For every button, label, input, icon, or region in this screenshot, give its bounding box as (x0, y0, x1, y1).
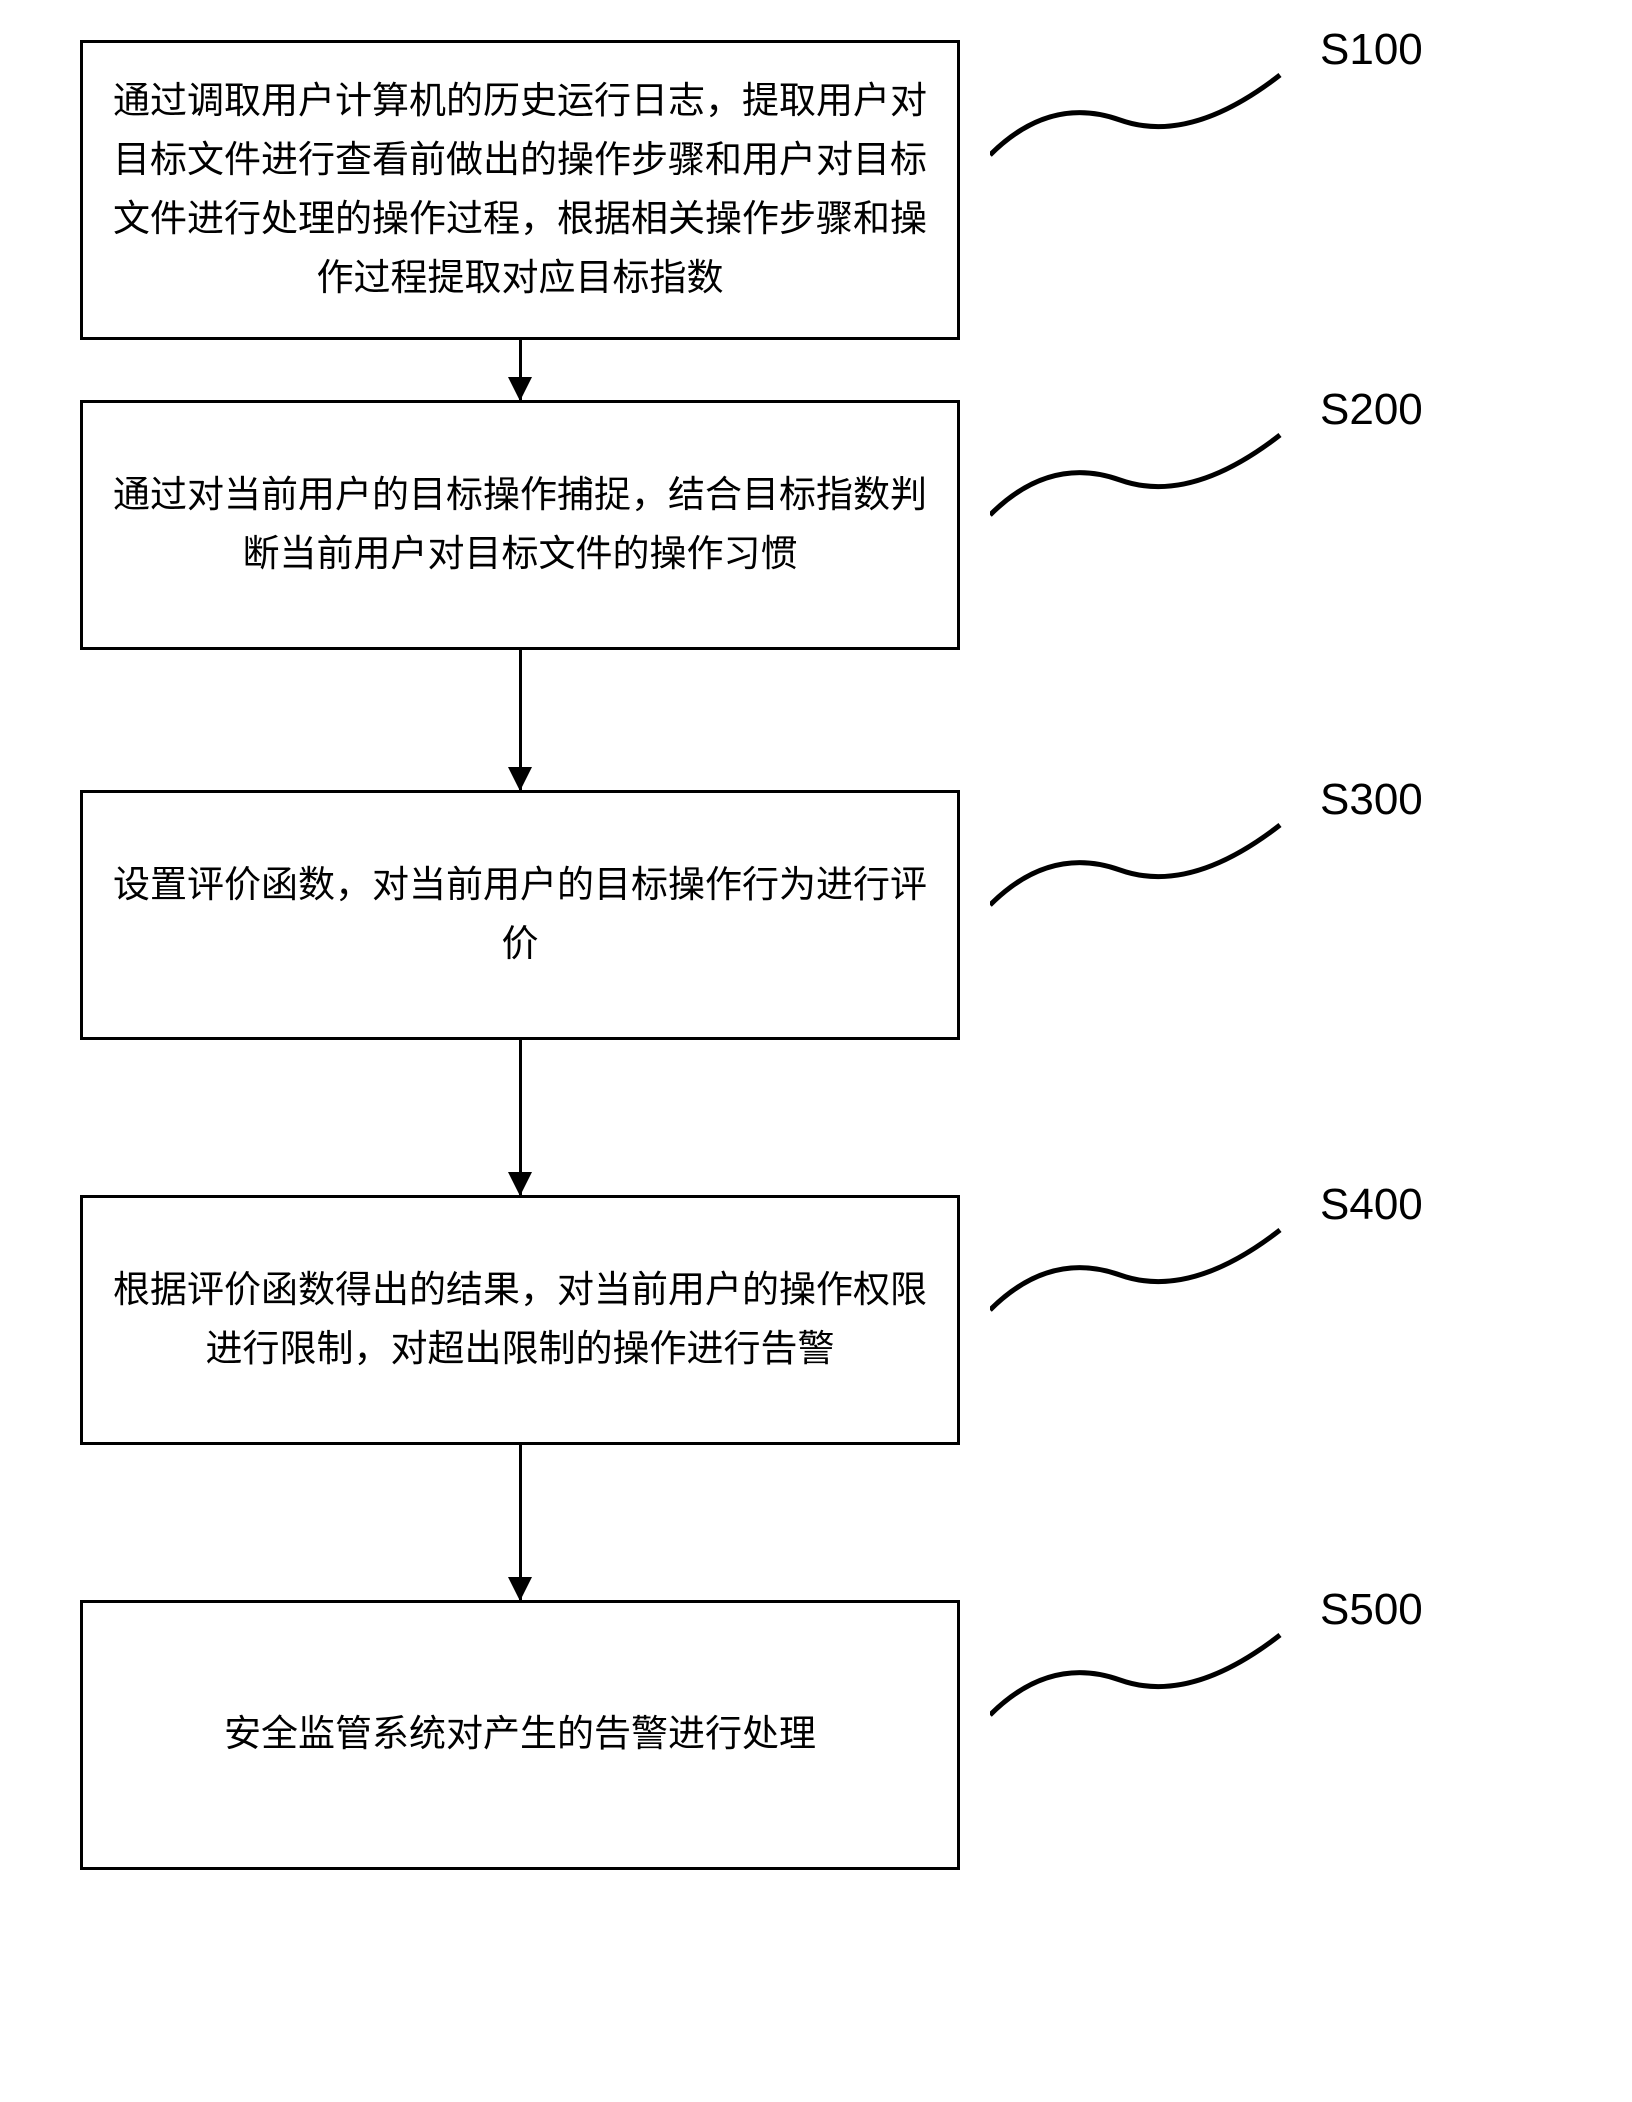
connector-wave-s200 (990, 425, 1310, 545)
flow-box-s500: 安全监管系统对产生的告警进行处理 (80, 1600, 960, 1870)
flow-box-text-s200: 通过对当前用户的目标操作捕捉，结合目标指数判断当前用户对目标文件的操作习惯 (113, 466, 927, 584)
step-label-s200: S200 (1320, 385, 1423, 435)
arrow-2 (519, 650, 522, 790)
step-label-s400: S400 (1320, 1180, 1423, 1230)
flow-box-text-s500: 安全监管系统对产生的告警进行处理 (113, 1705, 927, 1764)
flow-box-s400: 根据评价函数得出的结果，对当前用户的操作权限进行限制，对超出限制的操作进行告警 (80, 1195, 960, 1445)
connector-wave-s400 (990, 1220, 1310, 1340)
arrow-4 (519, 1445, 522, 1600)
flow-box-s100: 通过调取用户计算机的历史运行日志，提取用户对目标文件进行查看前做出的操作步骤和用… (80, 40, 960, 340)
step-row-s100: 通过调取用户计算机的历史运行日志，提取用户对目标文件进行查看前做出的操作步骤和用… (80, 40, 1290, 340)
flow-box-text-s100: 通过调取用户计算机的历史运行日志，提取用户对目标文件进行查看前做出的操作步骤和用… (113, 72, 927, 309)
arrow-container-4 (80, 1445, 960, 1600)
step-row-s300: 设置评价函数，对当前用户的目标操作行为进行评价 S300 (80, 790, 1290, 1040)
connector-wave-s100 (990, 65, 1310, 185)
flow-box-s200: 通过对当前用户的目标操作捕捉，结合目标指数判断当前用户对目标文件的操作习惯 (80, 400, 960, 650)
step-label-s100: S100 (1320, 25, 1423, 75)
step-label-s500: S500 (1320, 1585, 1423, 1635)
flow-box-text-s400: 根据评价函数得出的结果，对当前用户的操作权限进行限制，对超出限制的操作进行告警 (113, 1261, 927, 1379)
connector-wave-s500 (990, 1625, 1310, 1745)
step-row-s400: 根据评价函数得出的结果，对当前用户的操作权限进行限制，对超出限制的操作进行告警 … (80, 1195, 1290, 1445)
flow-box-text-s300: 设置评价函数，对当前用户的目标操作行为进行评价 (113, 856, 927, 974)
flow-box-s300: 设置评价函数，对当前用户的目标操作行为进行评价 (80, 790, 960, 1040)
step-row-s500: 安全监管系统对产生的告警进行处理 S500 (80, 1600, 1290, 1870)
arrow-container-3 (80, 1040, 960, 1195)
arrow-container-1 (80, 340, 960, 400)
flowchart-container: 通过调取用户计算机的历史运行日志，提取用户对目标文件进行查看前做出的操作步骤和用… (80, 40, 1612, 1870)
connector-wave-s300 (990, 815, 1310, 935)
arrow-container-2 (80, 650, 960, 790)
arrow-3 (519, 1040, 522, 1195)
step-label-s300: S300 (1320, 775, 1423, 825)
step-row-s200: 通过对当前用户的目标操作捕捉，结合目标指数判断当前用户对目标文件的操作习惯 S2… (80, 400, 1290, 650)
arrow-1 (519, 340, 522, 400)
